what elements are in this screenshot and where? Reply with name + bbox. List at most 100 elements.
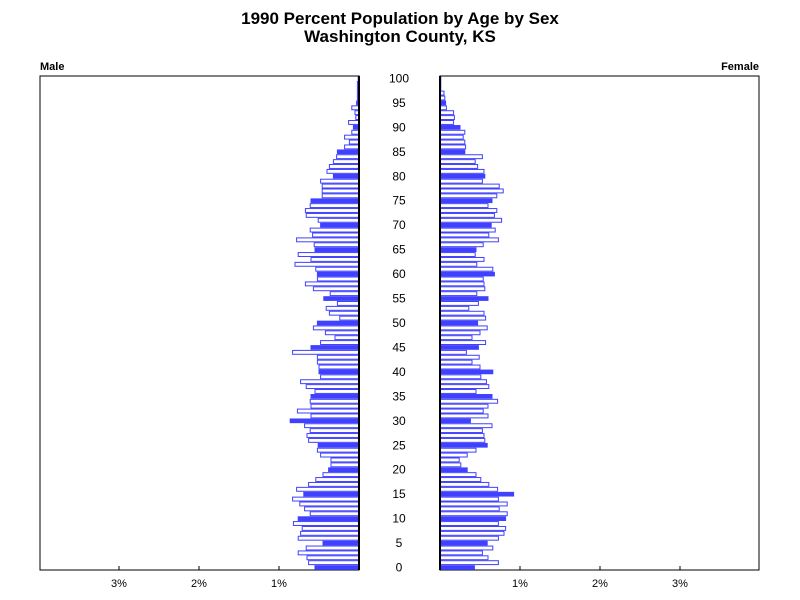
male-bar-age-18 [315, 477, 360, 482]
male-bar-age-65 [314, 247, 360, 252]
male-bar-age-36 [314, 389, 360, 394]
male-bar-age-82 [328, 164, 360, 169]
female-bar-age-91 [439, 120, 455, 125]
male-bar-age-13 [299, 501, 360, 507]
female-bar-age-34 [439, 398, 499, 404]
female-bar-age-16 [439, 486, 499, 492]
male-bar-age-69 [309, 227, 360, 233]
male-bar-age-23 [320, 452, 360, 458]
female-bar-age-47 [439, 335, 473, 341]
female-pct-label-1: 1% [512, 578, 528, 590]
age-tick-label-85: 85 [392, 145, 406, 159]
male-bar-age-1 [308, 560, 360, 566]
male-bar-age-25 [317, 442, 360, 448]
male-bar-age-85 [336, 149, 360, 155]
age-tick-label-10: 10 [392, 512, 406, 526]
female-bar-age-25 [439, 442, 488, 448]
female-bar-age-76 [439, 193, 498, 199]
male-bar-age-10 [297, 516, 360, 521]
male-bar-age-19 [322, 472, 360, 478]
male-bar-age-45 [310, 345, 360, 350]
female-bar-age-87 [439, 139, 466, 145]
male-bar-age-26 [308, 437, 360, 443]
male-bar-age-42 [316, 359, 360, 365]
male-pct-label-3: 3% [111, 578, 127, 590]
age-tick-label-55: 55 [392, 292, 406, 306]
female-bar-age-46 [439, 340, 487, 346]
male-bar-age-71 [317, 217, 360, 223]
female-bar-age-5 [439, 540, 488, 546]
male-bar-age-63 [310, 256, 360, 262]
female-bar-age-88 [439, 134, 464, 140]
male-bar-age-55 [323, 296, 360, 301]
male-bar-age-50 [316, 320, 360, 326]
male-panel-label: Male [40, 61, 65, 73]
female-bar-age-24 [439, 447, 477, 453]
age-tick-label-15: 15 [392, 487, 406, 501]
male-bar-age-66 [313, 242, 360, 248]
age-tick-label-80: 80 [392, 169, 406, 183]
male-bar-age-3 [297, 550, 360, 556]
female-bar-age-14 [439, 496, 499, 502]
female-bar-age-62 [439, 261, 478, 267]
female-bar-age-39 [439, 374, 482, 380]
age-tick-label-70: 70 [392, 218, 406, 232]
male-bar-age-24 [316, 447, 360, 453]
female-bar-age-8 [439, 525, 507, 531]
female-bar-age-2 [439, 555, 489, 561]
female-bar-age-40 [439, 369, 494, 375]
male-bar-age-16 [296, 486, 360, 492]
male-bar-age-56 [329, 291, 360, 297]
female-bar-age-7 [439, 530, 505, 536]
male-bar-age-15 [303, 491, 360, 497]
female-bar-age-74 [439, 203, 489, 209]
male-bar-age-30 [289, 418, 360, 424]
female-bar-age-79 [439, 178, 483, 184]
male-bar-age-32 [296, 408, 360, 414]
female-bar-age-90 [439, 125, 461, 130]
male-bar-age-94 [351, 105, 360, 111]
female-bar-age-77 [439, 188, 504, 194]
female-bar-age-31 [439, 413, 489, 419]
female-bar-age-26 [439, 437, 486, 443]
age-tick-label-60: 60 [392, 267, 406, 281]
female-bar-age-67 [439, 237, 499, 243]
female-bar-age-28 [439, 428, 483, 434]
male-bar-age-53 [325, 305, 360, 311]
age-tick-label-5: 5 [396, 536, 403, 550]
male-bar-age-60 [316, 271, 360, 277]
male-bar-age-9 [292, 521, 360, 526]
male-bar-age-57 [312, 286, 360, 292]
female-bar-age-3 [439, 550, 483, 556]
age-tick-label-65: 65 [392, 243, 406, 257]
female-bar-age-17 [439, 481, 490, 487]
female-bar-age-51 [439, 315, 487, 321]
female-bar-age-64 [439, 252, 476, 257]
male-bar-age-77 [321, 188, 360, 194]
male-bar-age-89 [351, 129, 360, 135]
female-bar-age-20 [439, 467, 468, 473]
male-bar-age-27 [306, 433, 360, 438]
age-tick-label-20: 20 [392, 463, 406, 477]
female-bar-age-92 [439, 115, 455, 121]
male-bar-age-72 [305, 212, 360, 218]
male-bar-age-37 [305, 384, 360, 390]
male-bar-age-79 [320, 178, 360, 184]
male-bar-age-20 [328, 467, 360, 473]
female-bar-age-6 [439, 535, 499, 541]
female-bar-age-10 [439, 516, 507, 521]
female-bar-age-82 [439, 164, 479, 169]
male-bar-age-39 [320, 374, 360, 380]
female-bar-age-81 [439, 168, 485, 174]
male-bar-age-29 [304, 423, 360, 429]
female-bar-age-15 [439, 491, 515, 497]
male-bar-age-81 [326, 168, 360, 174]
male-bar-age-33 [310, 403, 360, 409]
female-bar-age-22 [439, 457, 460, 463]
female-bar-age-18 [439, 477, 482, 482]
female-pct-label-3: 3% [672, 578, 688, 590]
male-bar-age-34 [309, 398, 360, 404]
female-bar-age-68 [439, 232, 490, 238]
male-bar-age-38 [300, 379, 360, 385]
